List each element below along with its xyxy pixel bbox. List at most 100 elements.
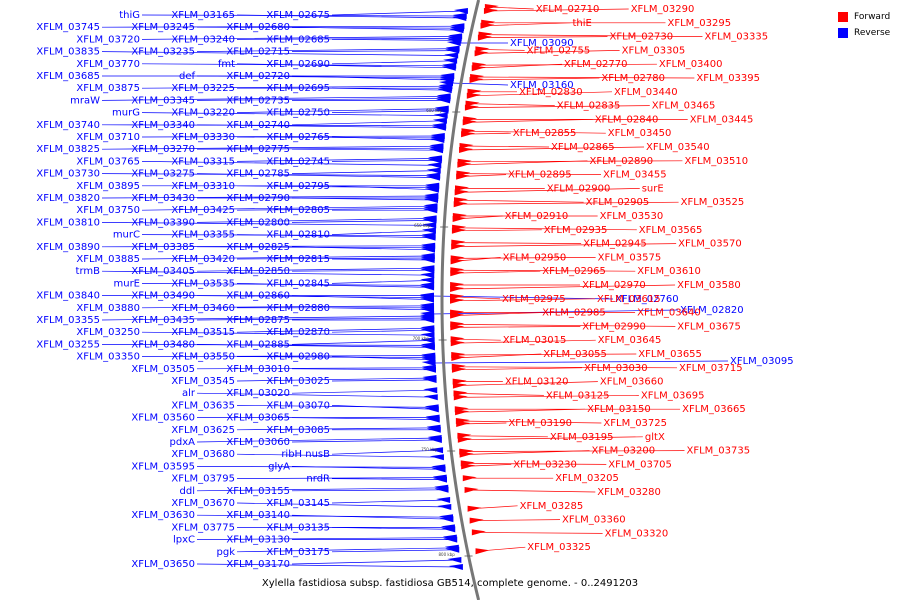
- reverse-gene-label[interactable]: XFLM_03595: [131, 461, 195, 472]
- forward-gene-label[interactable]: XFLM_02970: [582, 280, 646, 291]
- reverse-gene-feature[interactable]: [448, 33, 463, 40]
- forward-gene-label[interactable]: XFLM_03325: [527, 542, 591, 553]
- forward-gene-label[interactable]: XFLM_03640: [637, 308, 701, 319]
- reverse-gene-feature[interactable]: [420, 293, 435, 299]
- reverse-gene-feature[interactable]: [444, 544, 459, 551]
- forward-gene-feature[interactable]: [451, 239, 466, 246]
- forward-gene-label[interactable]: XFLM_03695: [641, 390, 705, 401]
- forward-gene-label[interactable]: XFLM_02910: [505, 211, 569, 222]
- forward-gene-label[interactable]: XFLM_02945: [583, 239, 647, 250]
- reverse-gene-feature[interactable]: [431, 464, 446, 471]
- reverse-gene-label[interactable]: pdxA: [170, 437, 196, 448]
- forward-gene-feature[interactable]: [469, 517, 484, 524]
- forward-gene-feature[interactable]: [450, 286, 465, 292]
- reverse-gene-label[interactable]: XFLM_03515: [171, 327, 235, 338]
- reverse-gene-label[interactable]: XFLM_03505: [131, 364, 195, 375]
- reverse-gene-label[interactable]: mraW: [70, 95, 100, 106]
- reverse-gene-feature[interactable]: [420, 342, 435, 349]
- reverse-gene-label[interactable]: XFLM_03880: [76, 303, 140, 314]
- reverse-gene-feature[interactable]: [440, 524, 455, 531]
- reverse-gene-label[interactable]: XFLM_03680: [171, 449, 235, 460]
- reverse-gene-label[interactable]: XFLM_02720: [226, 71, 290, 82]
- forward-gene-label[interactable]: XFLM_03200: [592, 446, 656, 457]
- reverse-gene-label[interactable]: XFLM_03145: [266, 498, 330, 509]
- reverse-gene-feature[interactable]: [430, 133, 445, 139]
- reverse-gene-label[interactable]: XFLM_02785: [226, 169, 290, 180]
- reverse-gene-feature[interactable]: [420, 277, 435, 284]
- reverse-gene-feature[interactable]: [420, 282, 435, 289]
- reverse-gene-feature[interactable]: [434, 105, 449, 112]
- forward-gene-label[interactable]: XFLM_03295: [668, 18, 732, 29]
- reverse-gene-label[interactable]: XFLM_02775: [226, 144, 290, 155]
- reverse-gene-label[interactable]: XFLM_03770: [76, 59, 140, 70]
- reverse-gene-feature[interactable]: [422, 222, 437, 229]
- reverse-gene-feature[interactable]: [432, 117, 447, 124]
- reverse-gene-feature[interactable]: [425, 182, 440, 189]
- reverse-gene-label[interactable]: XFLM_02745: [266, 156, 330, 167]
- reverse-gene-label[interactable]: XFLM_03270: [131, 144, 195, 155]
- forward-gene-label[interactable]: XFLM_03290: [631, 4, 695, 15]
- reverse-gene-label[interactable]: XFLM_03020: [226, 388, 290, 399]
- reverse-gene-label[interactable]: XFLM_03060: [226, 437, 290, 448]
- reverse-gene-feature[interactable]: [427, 435, 442, 441]
- forward-gene-feature[interactable]: [451, 243, 466, 250]
- reverse-gene-label[interactable]: XFLM_03340: [131, 120, 195, 131]
- reverse-gene-label[interactable]: murG: [112, 108, 140, 119]
- reverse-gene-feature[interactable]: [423, 387, 438, 394]
- reverse-gene-label[interactable]: thiG: [119, 10, 140, 21]
- reverse-gene-feature[interactable]: [420, 325, 435, 332]
- forward-gene-feature[interactable]: [475, 46, 490, 53]
- reverse-gene-label[interactable]: XFLM_02680: [226, 22, 290, 33]
- reverse-gene-label[interactable]: XFLM_03710: [76, 132, 140, 143]
- forward-gene-label[interactable]: XFLM_03715: [679, 363, 743, 374]
- reverse-gene-label[interactable]: XFLM_02860: [226, 291, 290, 302]
- forward-gene-label[interactable]: XFLM_02905: [586, 197, 650, 208]
- forward-gene-feature[interactable]: [457, 436, 472, 443]
- reverse-gene-feature[interactable]: [421, 360, 436, 366]
- reverse-gene-label[interactable]: XFLM_03765: [76, 156, 140, 167]
- reverse-gene-label[interactable]: XFLM_02825: [226, 242, 290, 253]
- reverse-gene-label[interactable]: XFLM_02685: [266, 34, 330, 45]
- reverse-gene-feature[interactable]: [442, 534, 457, 541]
- reverse-gene-label[interactable]: XFLM_03405: [131, 266, 195, 277]
- reverse-gene-feature[interactable]: [437, 504, 452, 510]
- forward-gene-label[interactable]: XFLM_02975: [502, 294, 566, 305]
- forward-gene-label[interactable]: XFLM_03120: [505, 377, 569, 388]
- reverse-gene-label[interactable]: XFLM_02695: [266, 83, 330, 94]
- forward-gene-label[interactable]: XFLM_03125: [546, 390, 610, 401]
- reverse-gene-label[interactable]: XFLM_03460: [171, 303, 235, 314]
- forward-gene-label[interactable]: XFLM_02835: [557, 101, 621, 112]
- reverse-gene-label[interactable]: XFLM_03235: [131, 47, 195, 58]
- forward-gene-label[interactable]: XFLM_03030: [584, 363, 648, 374]
- reverse-gene-feature[interactable]: [420, 302, 435, 309]
- forward-gene-feature[interactable]: [450, 282, 465, 288]
- forward-gene-feature[interactable]: [457, 158, 472, 165]
- reverse-gene-label[interactable]: XFLM_03720: [76, 34, 140, 45]
- forward-gene-label[interactable]: thiE: [573, 18, 592, 29]
- reverse-gene-label[interactable]: XFLM_03840: [36, 291, 100, 302]
- reverse-gene-label[interactable]: XFLM_03070: [266, 400, 330, 411]
- reverse-gene-feature[interactable]: [426, 424, 441, 431]
- reverse-gene-label[interactable]: XFLM_02820: [680, 305, 744, 316]
- forward-gene-feature[interactable]: [454, 406, 469, 413]
- reverse-gene-label[interactable]: XFLM_03090: [510, 38, 574, 49]
- reverse-gene-feature[interactable]: [420, 272, 435, 279]
- forward-gene-label[interactable]: XFLM_02840: [595, 114, 659, 125]
- reverse-gene-feature[interactable]: [446, 40, 461, 46]
- reverse-gene-label[interactable]: ddl: [180, 486, 195, 497]
- forward-gene-label[interactable]: XFLM_03150: [587, 404, 651, 415]
- reverse-gene-label[interactable]: XFLM_03730: [36, 169, 100, 180]
- reverse-gene-feature[interactable]: [426, 167, 441, 174]
- reverse-gene-feature[interactable]: [427, 162, 442, 169]
- reverse-gene-label[interactable]: XFLM_03135: [266, 522, 330, 533]
- reverse-gene-feature[interactable]: [420, 337, 435, 344]
- reverse-gene-label[interactable]: XFLM_03240: [171, 34, 235, 45]
- forward-gene-label[interactable]: XFLM_02895: [508, 170, 572, 181]
- reverse-gene-label[interactable]: XFLM_03175: [266, 547, 330, 558]
- reverse-gene-label[interactable]: XFLM_03825: [36, 144, 100, 155]
- reverse-gene-feature[interactable]: [420, 265, 435, 272]
- forward-gene-feature[interactable]: [455, 418, 470, 424]
- reverse-gene-label[interactable]: murE: [113, 278, 140, 289]
- forward-gene-feature[interactable]: [451, 352, 466, 358]
- reverse-gene-label[interactable]: XFLM_03545: [171, 376, 235, 387]
